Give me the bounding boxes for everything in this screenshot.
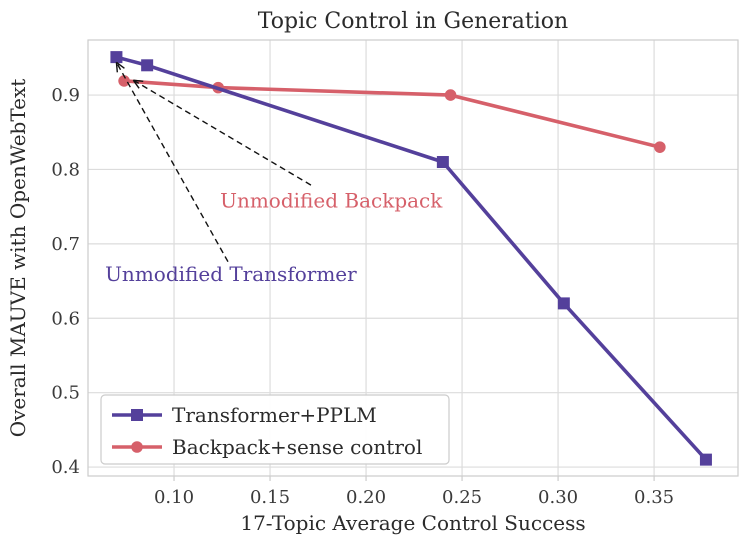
legend-item-label: Transformer+PPLM bbox=[172, 403, 377, 427]
data-point-marker bbox=[141, 59, 154, 72]
legend-box bbox=[100, 394, 450, 465]
data-point-marker bbox=[444, 89, 457, 101]
annotation-arrow-head bbox=[132, 79, 140, 89]
annotation-arrow-head bbox=[115, 62, 119, 73]
annotation-label: Unmodified Transformer bbox=[105, 262, 357, 286]
annotation-arrow-head bbox=[133, 79, 144, 83]
data-point-marker bbox=[110, 51, 123, 64]
chart-generated-layer: 0.10 0.15 0.20 0.25 0.30 0.35 0.4 0.5 0.6 0.7 0.8 0… bbox=[51, 39, 739, 508]
plot-border bbox=[87, 39, 739, 477]
x-tick-label: 0.15 bbox=[250, 487, 290, 508]
annotation-label: Unmodified Backpack bbox=[220, 188, 443, 212]
y-tick-label: 0.8 bbox=[51, 159, 80, 180]
legend-swatch-marker bbox=[131, 441, 143, 453]
data-point-marker bbox=[654, 141, 666, 153]
legend-item: Transformer+PPLM bbox=[112, 403, 377, 427]
x-axis-label: 17-Topic Average Control Success bbox=[240, 511, 585, 535]
y-tick-label: 0.5 bbox=[51, 383, 80, 404]
x-tick-label: 0.25 bbox=[442, 487, 482, 508]
legend-swatch-marker bbox=[131, 409, 143, 421]
data-point-marker bbox=[557, 297, 570, 310]
y-tick-label: 0.4 bbox=[51, 457, 80, 478]
data-point-marker bbox=[699, 453, 712, 466]
annotation-arrow-head bbox=[116, 61, 125, 69]
x-tick-label: 0.20 bbox=[346, 487, 386, 508]
series-line bbox=[122, 79, 662, 149]
chart-title: Topic Control in Generation bbox=[258, 9, 568, 34]
annotation-arrow-line bbox=[132, 79, 312, 186]
series-backpack-sense-control bbox=[118, 75, 666, 153]
legend: Transformer+PPLM Backpack+sense control bbox=[100, 394, 450, 465]
y-tick-label: 0.6 bbox=[51, 308, 80, 329]
series-transformer-pplm bbox=[110, 51, 712, 466]
legend-item: Backpack+sense control bbox=[112, 435, 422, 459]
annotation-arrow-line bbox=[115, 61, 229, 263]
annotation-unmodified-backpack: Unmodified Backpack bbox=[132, 79, 443, 212]
y-axis-label: Overall MAUVE with OpenWebText bbox=[6, 79, 30, 438]
legend-item-label: Backpack+sense control bbox=[172, 435, 422, 459]
data-point-marker bbox=[436, 156, 449, 169]
y-tick-label: 0.9 bbox=[51, 85, 80, 106]
x-tick-label: 0.35 bbox=[634, 487, 674, 508]
x-tick-label: 0.30 bbox=[538, 487, 578, 508]
x-tick-label: 0.10 bbox=[154, 487, 194, 508]
annotation-unmodified-transformer: Unmodified Transformer bbox=[105, 61, 357, 286]
data-point-marker bbox=[118, 75, 130, 87]
y-tick-label: 0.7 bbox=[51, 234, 80, 255]
